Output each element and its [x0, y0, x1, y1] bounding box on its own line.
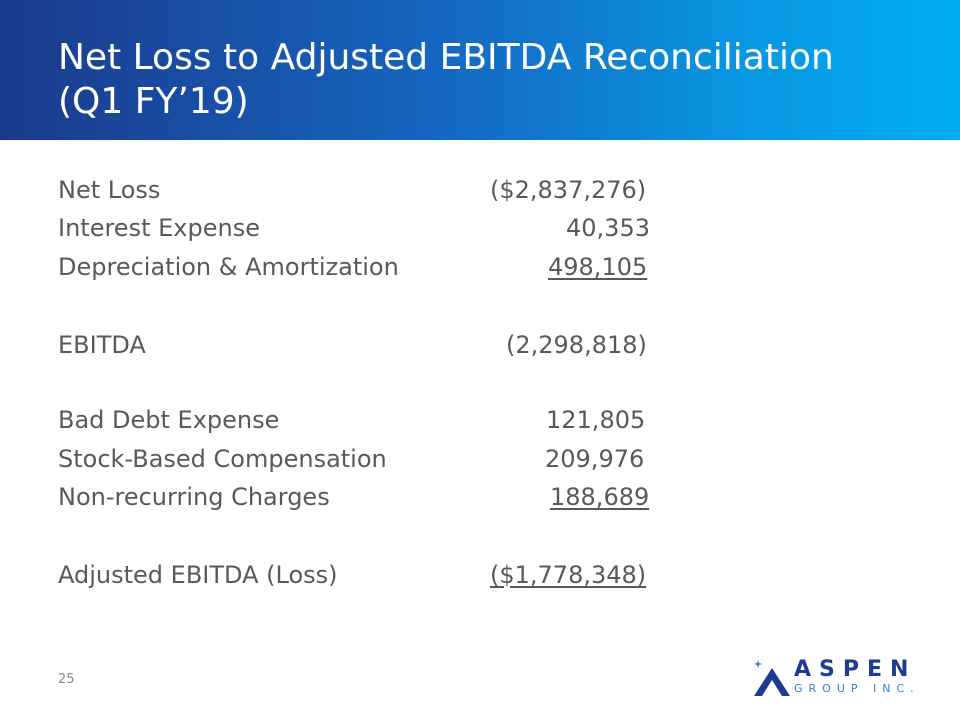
page-number: 25: [58, 672, 75, 687]
row-label: Interest Expense: [58, 214, 260, 242]
row-ebitda: EBITDA (2,298,818): [58, 327, 678, 363]
row-value: ($1,778,348): [490, 561, 647, 589]
row-adjusted-ebitda: Adjusted EBITDA (Loss) ($1,778,348): [58, 557, 678, 593]
title-banner: Net Loss to Adjusted EBITDA Reconciliati…: [0, 0, 960, 140]
row-stock-based-compensation: Stock-Based Compensation 209,976: [58, 441, 678, 477]
row-value: ($2,837,276): [490, 176, 647, 204]
row-label: Non-recurring Charges: [58, 483, 330, 511]
logo-wordmark: ASPEN: [794, 657, 917, 682]
row-value: 188,689: [550, 483, 650, 511]
row-value: 121,805: [546, 406, 646, 434]
row-depreciation-amortization: Depreciation & Amortization 498,105: [58, 249, 678, 285]
logo-subtitle: GROUP INC.: [794, 682, 920, 695]
row-value: 209,976: [545, 445, 645, 473]
row-label: Depreciation & Amortization: [58, 253, 399, 281]
row-non-recurring-charges: Non-recurring Charges 188,689: [58, 479, 678, 515]
row-value: 40,353: [566, 214, 650, 242]
row-value: (2,298,818): [506, 331, 647, 359]
row-value: 498,105: [548, 253, 648, 281]
row-bad-debt-expense: Bad Debt Expense 121,805: [58, 402, 678, 438]
row-label: Net Loss: [58, 176, 161, 204]
row-label: EBITDA: [58, 331, 146, 359]
slide-title: Net Loss to Adjusted EBITDA Reconciliati…: [58, 37, 834, 122]
row-label: Stock-Based Compensation: [58, 445, 387, 473]
row-label: Bad Debt Expense: [58, 406, 280, 434]
row-label: Adjusted EBITDA (Loss): [58, 561, 338, 589]
mountain-icon: [754, 660, 790, 696]
row-interest-expense: Interest Expense 40,353: [58, 210, 678, 246]
aspen-group-logo: ASPEN GROUP INC.: [752, 658, 922, 698]
row-net-loss: Net Loss ($2,837,276): [58, 172, 678, 208]
